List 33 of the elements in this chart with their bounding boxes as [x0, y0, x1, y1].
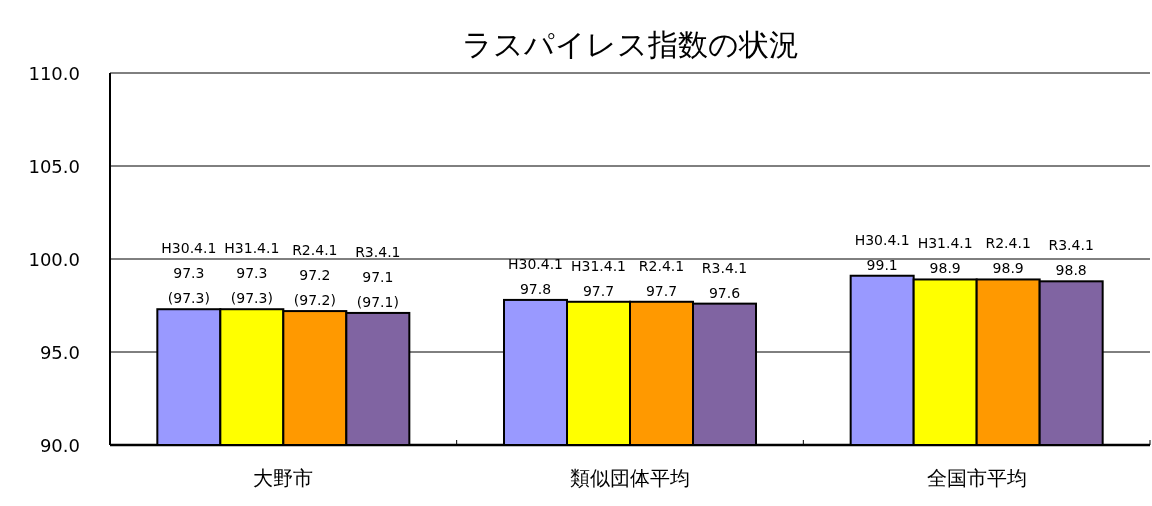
data-label: 97.3 (97.3)	[230, 265, 273, 307]
text: H30.4.1	[854, 231, 910, 248]
data-label: 97.3 (97.3)	[167, 265, 210, 307]
data-label: 97.7	[582, 282, 615, 299]
series-label: R2.4.1	[985, 235, 1031, 252]
x-tick-label: 類似団体平均	[570, 466, 690, 490]
series-label: R3.4.1	[701, 259, 748, 276]
y-tick-label: 90.0	[39, 435, 80, 456]
x-tick-label: 全国市平均	[926, 466, 1027, 490]
y-tick-label: 100.0	[28, 249, 80, 270]
text: R3.4.1	[355, 243, 401, 260]
data-label: 97.2 (97.2)	[293, 267, 336, 309]
series-label: H31.4.1	[917, 235, 973, 252]
text: H31.4.1	[570, 257, 627, 274]
y-tick-label: 105.0	[28, 156, 80, 177]
data-label: 97.6	[708, 284, 741, 301]
chart-title: ラスパイレス指数の状況	[461, 27, 799, 62]
x-tick-label: 大野市	[253, 466, 314, 490]
data-label: 98.8	[1055, 262, 1087, 279]
series-label: H30.4.1	[507, 255, 564, 272]
text: H31.4.1	[224, 240, 280, 257]
data-label: 97.8	[519, 280, 552, 297]
data-label: 98.9	[992, 260, 1024, 277]
text: H30.4.1	[161, 240, 217, 257]
data-label: 98.9	[929, 260, 961, 277]
y-tick-label: 110.0	[28, 63, 80, 84]
data-label: 99.1	[866, 256, 898, 273]
text: R3.4.1	[1048, 237, 1094, 254]
y-tick-label: 95.0	[39, 342, 80, 363]
text: R2.4.1	[638, 257, 685, 274]
data-label: 97.7	[645, 282, 678, 299]
data-label: 97.1 (97.1)	[356, 268, 399, 310]
text: R2.4.1	[292, 242, 338, 259]
